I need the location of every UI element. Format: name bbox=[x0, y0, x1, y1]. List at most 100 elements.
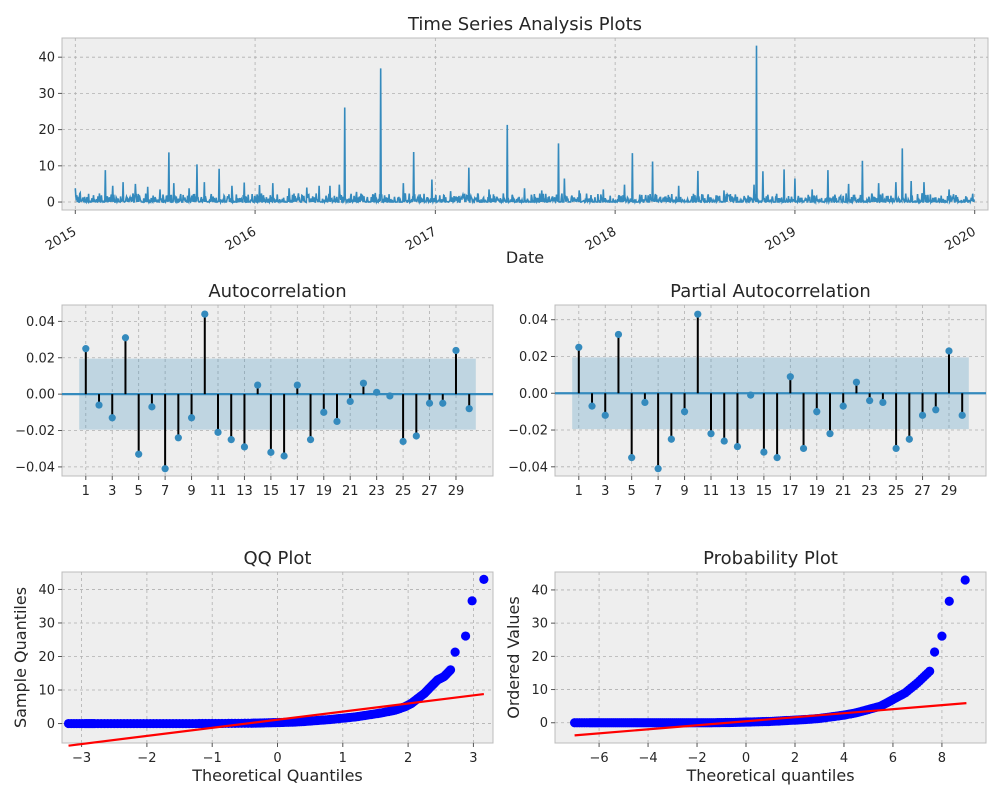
x-tick-label: 2019 bbox=[763, 224, 799, 254]
y-tick-label: −0.02 bbox=[15, 424, 55, 439]
stem-marker bbox=[95, 401, 103, 409]
stem-marker bbox=[425, 399, 434, 407]
y-tick-label: 10 bbox=[38, 684, 55, 699]
scatter-point bbox=[377, 708, 387, 718]
stem-marker bbox=[227, 436, 235, 444]
y-tick-label: 10 bbox=[38, 159, 55, 174]
x-tick-label: −2 bbox=[137, 751, 156, 766]
stem-marker bbox=[879, 398, 887, 407]
scatter-point bbox=[439, 672, 449, 682]
stem-marker bbox=[747, 391, 755, 399]
x-tick-label: 15 bbox=[756, 484, 773, 499]
y-tick-label: 0 bbox=[47, 717, 55, 732]
x-tick-label: 3 bbox=[108, 484, 116, 499]
stem-marker bbox=[293, 381, 301, 389]
chart-title: Time Series Analysis Plots bbox=[407, 14, 642, 35]
scatter-point bbox=[188, 718, 198, 729]
x-tick-label: −1 bbox=[203, 751, 222, 766]
x-tick-label: 11 bbox=[703, 484, 720, 499]
stem-marker bbox=[799, 444, 808, 453]
x-tick-label: −3 bbox=[72, 751, 91, 766]
x-tick-label: 3 bbox=[469, 751, 477, 766]
stem-marker bbox=[852, 378, 861, 386]
x-tick-label: 17 bbox=[782, 484, 799, 499]
stem-marker bbox=[254, 381, 262, 389]
y-tick-label: −0.04 bbox=[15, 460, 55, 475]
scatter-point bbox=[338, 713, 348, 723]
stem-marker bbox=[267, 448, 275, 456]
stem-marker bbox=[346, 397, 354, 406]
x-tick-label: 8 bbox=[938, 751, 946, 766]
scatter-point bbox=[876, 701, 886, 711]
stem-marker bbox=[760, 448, 768, 456]
x-tick-label: 7 bbox=[654, 484, 662, 499]
x-tick-label: 11 bbox=[210, 484, 227, 499]
plot-area bbox=[61, 304, 494, 477]
stem-marker bbox=[588, 402, 596, 410]
y-tick-label: 20 bbox=[38, 123, 55, 138]
y-tick-label: 0.04 bbox=[519, 313, 548, 328]
y-tick-label: 20 bbox=[531, 650, 548, 665]
x-tick-label: 21 bbox=[342, 484, 359, 499]
plot-area bbox=[554, 571, 987, 744]
y-tick-label: 0.02 bbox=[26, 351, 55, 366]
stem-marker bbox=[148, 403, 156, 411]
scatter-point bbox=[299, 716, 309, 727]
stem-marker bbox=[641, 398, 649, 407]
stem-marker bbox=[108, 414, 116, 422]
x-tick-label: 23 bbox=[861, 484, 878, 499]
stem-marker bbox=[839, 402, 847, 410]
x-axis-label: Date bbox=[506, 248, 544, 267]
stem-marker bbox=[905, 435, 913, 443]
scatter-point bbox=[631, 718, 641, 728]
scatter-point bbox=[312, 715, 322, 726]
scatter-point bbox=[467, 596, 477, 606]
stem-marker bbox=[680, 408, 689, 416]
scatter-point bbox=[937, 631, 947, 641]
scatter-point bbox=[888, 694, 898, 705]
stem-marker bbox=[174, 434, 182, 442]
stem-marker bbox=[813, 408, 821, 416]
x-tick-label: 5 bbox=[628, 484, 636, 499]
plot-area bbox=[61, 37, 989, 211]
stem-marker bbox=[773, 454, 781, 462]
x-tick-label: 23 bbox=[368, 484, 385, 499]
stem-marker bbox=[694, 310, 702, 318]
stem-marker bbox=[826, 430, 834, 438]
x-axis-label: Theoretical Quantiles bbox=[191, 766, 363, 785]
scatter-point bbox=[929, 647, 940, 657]
scatter-point bbox=[900, 688, 910, 698]
stem-marker bbox=[439, 399, 447, 407]
scatter-point bbox=[863, 704, 874, 715]
scatter-point bbox=[413, 693, 423, 704]
x-tick-label: 27 bbox=[421, 484, 438, 499]
scatter-point bbox=[207, 718, 217, 729]
stem-marker bbox=[399, 437, 407, 446]
x-tick-label: 7 bbox=[161, 484, 169, 499]
x-tick-label: 17 bbox=[289, 484, 306, 499]
stem-marker bbox=[918, 411, 927, 419]
x-tick-label: 1 bbox=[82, 484, 90, 499]
scatter-point bbox=[584, 718, 594, 728]
chart-title: Autocorrelation bbox=[208, 281, 346, 302]
stem-marker bbox=[240, 443, 249, 451]
y-tick-label: 40 bbox=[38, 583, 55, 598]
scatter-point bbox=[63, 718, 74, 729]
stem-marker bbox=[654, 465, 662, 473]
partial-autocorrelation-plot: −0.04−0.020.000.020.041 3 5 7 9 11 13 15 17 19 21 2… bbox=[508, 281, 987, 499]
stem-marker bbox=[575, 343, 583, 351]
fit-line bbox=[68, 692, 484, 747]
x-tick-label: 19 bbox=[315, 484, 332, 499]
y-tick-label: 0 bbox=[47, 196, 55, 211]
stem-marker bbox=[707, 430, 715, 438]
x-tick-label: 27 bbox=[914, 484, 931, 499]
x-tick-label: 2018 bbox=[583, 224, 619, 254]
stem-marker bbox=[958, 411, 966, 419]
scatter-point bbox=[594, 718, 604, 728]
fit-line bbox=[574, 702, 967, 737]
scatter-point bbox=[148, 718, 159, 729]
x-tick-label: 2017 bbox=[403, 224, 439, 254]
x-tick-label: 29 bbox=[941, 484, 958, 499]
scatter-point bbox=[704, 718, 714, 728]
